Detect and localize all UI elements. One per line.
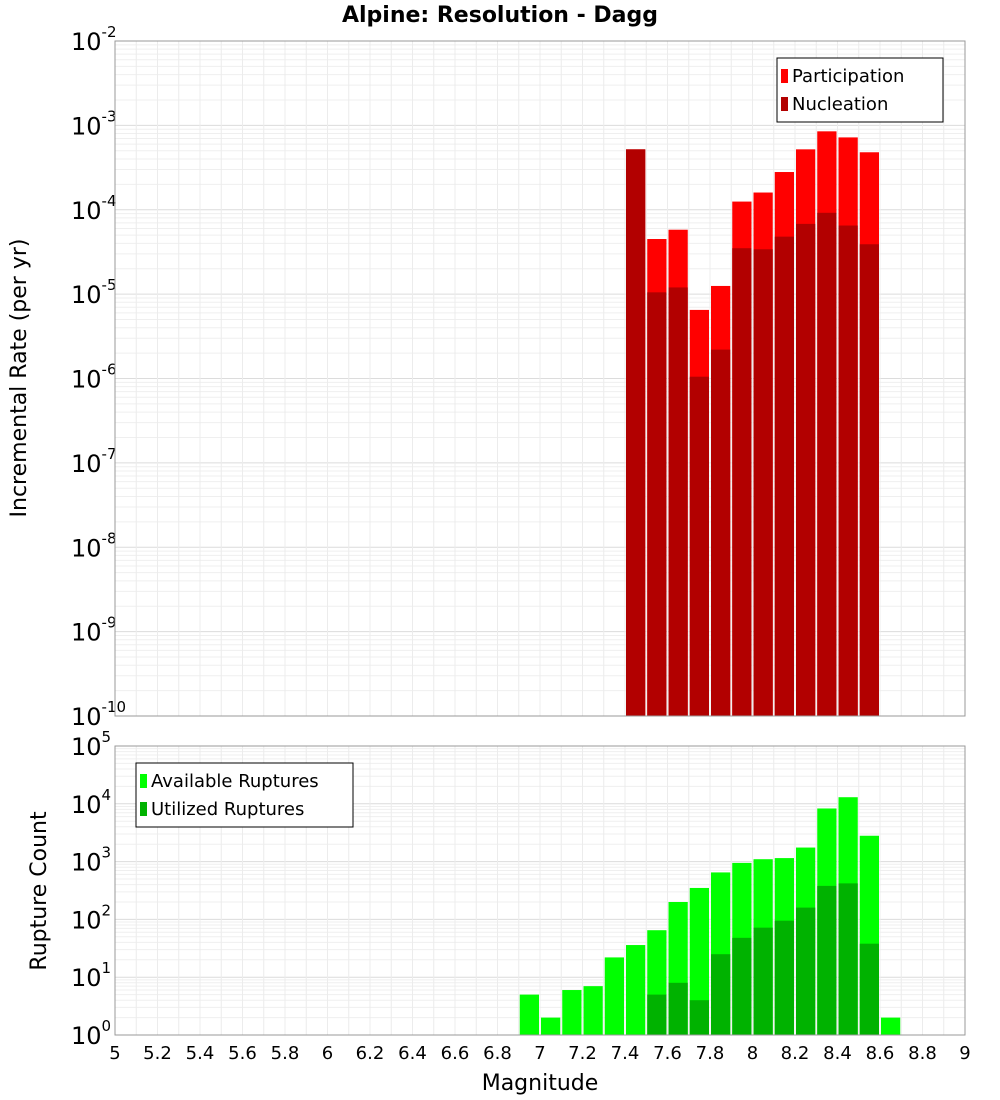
x-tick-label: 5.6 xyxy=(228,1043,257,1064)
x-tick-label: 6.4 xyxy=(398,1043,427,1064)
x-tick-label: 7 xyxy=(534,1043,545,1064)
x-axis-label: Magnitude xyxy=(482,1071,599,1096)
bar xyxy=(519,994,539,1035)
x-tick-label: 5 xyxy=(109,1043,120,1064)
bottom-legend: Available Ruptures Utilized Ruptures xyxy=(135,762,354,828)
top-legend: Participation Nucleation xyxy=(776,57,944,123)
x-tick-label: 8.8 xyxy=(908,1043,937,1064)
legend-swatch xyxy=(781,97,788,111)
legend-swatch xyxy=(781,69,788,83)
bar xyxy=(732,248,752,717)
chart-title: Alpine: Resolution - Dagg xyxy=(342,3,658,28)
legend-label: Participation xyxy=(792,66,904,87)
bottom-plot-frame xyxy=(114,745,966,1036)
x-ticks: 5 5.2 5.4 5.6 5.8 6 6.2 6.4 6.6 6.8 7 7.2 7.4 7.6 7.8 8… xyxy=(109,1043,970,1064)
bar xyxy=(647,292,667,716)
bottom-plot-bars xyxy=(519,797,901,1035)
x-tick-label: 6 xyxy=(322,1043,333,1064)
x-tick-label: 7.6 xyxy=(653,1043,682,1064)
bar xyxy=(881,1017,901,1035)
bar xyxy=(774,236,794,716)
x-tick-label: 8 xyxy=(747,1043,758,1064)
top-plot-frame xyxy=(114,40,966,717)
bar xyxy=(711,349,731,716)
y-tick-label: 10-8 xyxy=(71,529,117,562)
legend-box xyxy=(776,57,944,123)
bottom-y-axis-label: Rupture Count xyxy=(27,811,52,971)
bar xyxy=(753,927,773,1035)
top-plot-grid xyxy=(114,41,966,717)
legend-label: Available Ruptures xyxy=(151,771,319,792)
bar xyxy=(604,957,624,1035)
y-tick-label: 10-3 xyxy=(71,107,117,140)
legend-label: Utilized Ruptures xyxy=(151,799,304,820)
bar xyxy=(774,920,794,1035)
y-tick-label: 10-10 xyxy=(71,698,126,731)
y-tick-label: 10-7 xyxy=(71,445,117,478)
x-tick-label: 5.2 xyxy=(143,1043,172,1064)
legend-box xyxy=(135,762,354,828)
y-tick-label: 10-6 xyxy=(71,361,117,394)
bar xyxy=(796,223,816,716)
legend-swatch xyxy=(140,802,147,816)
y-tick-label: 10-4 xyxy=(71,192,117,225)
bar xyxy=(562,990,582,1035)
bar xyxy=(859,244,879,717)
x-tick-label: 8.6 xyxy=(866,1043,895,1064)
bar xyxy=(583,986,603,1035)
bar xyxy=(796,907,816,1035)
bar xyxy=(689,376,709,716)
x-tick-label: 8.2 xyxy=(781,1043,810,1064)
bar xyxy=(838,883,858,1035)
bar xyxy=(668,982,688,1035)
bar xyxy=(711,954,731,1035)
bar xyxy=(689,1000,709,1035)
top-plot-bars xyxy=(626,131,879,717)
bar xyxy=(817,885,837,1035)
x-tick-label: 6.6 xyxy=(441,1043,470,1064)
bar xyxy=(647,994,667,1035)
bar xyxy=(626,945,646,1035)
y-tick-label: 102 xyxy=(71,901,111,934)
bar xyxy=(838,225,858,716)
bar xyxy=(689,887,709,1035)
top-y-ticks: 10-10 10-9 10-8 10-7 10-6 10-5 10-4 10-3 10-2 xyxy=(71,23,126,731)
bottom-y-ticks: 100 101 102 103 104 105 xyxy=(71,728,111,1050)
bar xyxy=(668,287,688,716)
x-tick-label: 7.4 xyxy=(611,1043,640,1064)
bar xyxy=(859,943,879,1035)
x-tick-label: 6.2 xyxy=(356,1043,385,1064)
y-tick-label: 10-2 xyxy=(71,23,117,56)
y-tick-label: 10-5 xyxy=(71,276,117,309)
x-tick-label: 7.2 xyxy=(568,1043,597,1064)
y-tick-label: 10-9 xyxy=(71,614,117,647)
x-tick-label: 7.8 xyxy=(696,1043,725,1064)
y-tick-label: 105 xyxy=(71,728,111,761)
x-tick-label: 8.4 xyxy=(823,1043,852,1064)
y-tick-label: 104 xyxy=(71,786,111,819)
bar xyxy=(817,212,837,716)
y-tick-label: 100 xyxy=(71,1017,111,1050)
bar xyxy=(626,149,646,716)
bar xyxy=(541,1017,561,1035)
bar xyxy=(732,937,752,1035)
y-tick-label: 103 xyxy=(71,844,111,877)
x-tick-label: 5.4 xyxy=(186,1043,215,1064)
x-tick-label: 9 xyxy=(959,1043,970,1064)
y-tick-label: 101 xyxy=(71,959,111,992)
top-y-axis-label: Incremental Rate (per yr) xyxy=(7,239,32,518)
legend-label: Nucleation xyxy=(792,94,888,115)
bar xyxy=(753,249,773,716)
x-tick-label: 5.8 xyxy=(271,1043,300,1064)
legend-swatch xyxy=(140,774,147,788)
x-tick-label: 6.8 xyxy=(483,1043,512,1064)
